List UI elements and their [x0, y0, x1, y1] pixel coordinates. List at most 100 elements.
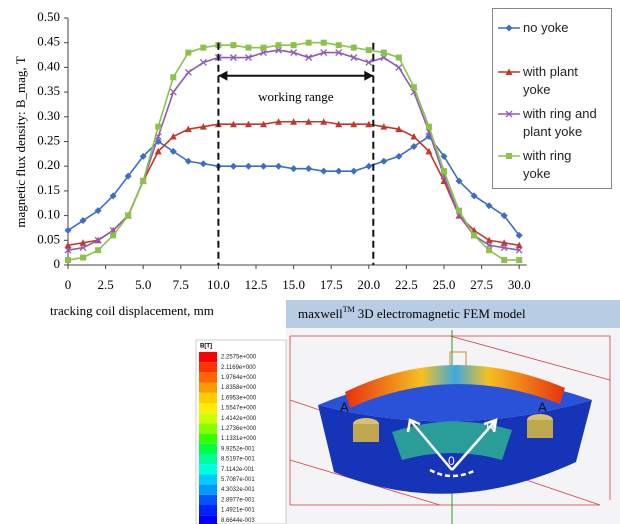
data-point [110, 232, 116, 238]
scale-swatch [199, 454, 217, 464]
data-point [516, 257, 522, 263]
arrow-head [218, 71, 227, 81]
scale-label: 1.9764e+000 [221, 375, 257, 381]
x-tick-label: 7.5 [173, 277, 189, 292]
model-post [527, 420, 553, 438]
legend-icon [497, 107, 521, 121]
x-tick-label: 2.5 [97, 277, 113, 292]
data-point [230, 163, 237, 170]
x-tick-label: 5.0 [135, 277, 151, 292]
data-point [320, 168, 327, 175]
data-point [276, 42, 282, 48]
data-point [170, 133, 177, 140]
y-tick-label: 0.20 [37, 157, 60, 172]
scale-swatch [199, 444, 217, 454]
x-tick-label: 12.5 [245, 277, 268, 292]
series-line [68, 137, 519, 236]
series-line [68, 50, 519, 250]
data-point [366, 47, 372, 53]
x-tick-label: 25.0 [433, 277, 456, 292]
legend-icon [497, 65, 521, 79]
scale-swatch [199, 434, 217, 444]
scale-swatch [199, 352, 217, 362]
page: magnetic flux density: B_mag, T tracking… [0, 0, 620, 524]
scale-swatch [199, 474, 217, 484]
scale-swatch [199, 403, 217, 413]
scale-swatch [199, 515, 217, 524]
scale-label: 4.3032e-001 [221, 487, 255, 493]
data-point [95, 247, 101, 253]
x-tick-label: 20.0 [357, 277, 380, 292]
data-point [321, 40, 327, 46]
data-point [486, 247, 492, 253]
data-point [185, 69, 191, 75]
scale-label: 1.4142e+000 [221, 416, 257, 422]
scale-label: 8.5197e-001 [221, 457, 255, 463]
legend-label: with ring yoke [523, 147, 601, 183]
x-tick-label: 15.0 [282, 277, 305, 292]
data-point [501, 257, 507, 263]
legend-icon [497, 149, 521, 163]
data-point [471, 232, 477, 238]
y-tick-label: 0.50 [37, 9, 60, 24]
scale-label: 2.8977e-001 [221, 497, 255, 503]
data-point [410, 133, 417, 140]
scale-swatch [199, 372, 217, 382]
data-point [200, 45, 206, 51]
data-point [275, 163, 282, 170]
y-tick-label: 0.40 [37, 58, 60, 73]
scale-label: 1.1331e+000 [221, 436, 257, 442]
x-tick-label: 10.0 [207, 277, 230, 292]
y-tick-label: 0.45 [37, 34, 60, 49]
scale-title: B[T] [200, 344, 212, 350]
data-point [381, 50, 387, 56]
model-label: 0 [448, 454, 455, 468]
data-point [125, 213, 131, 219]
legend-label: with plant yoke [523, 63, 601, 99]
y-tick-label: 0.15 [37, 182, 60, 197]
model-label: A [340, 399, 349, 414]
data-point [350, 168, 357, 175]
data-point [456, 208, 462, 214]
scale-swatch [199, 423, 217, 433]
scale-label: 9.9252e-001 [221, 446, 255, 452]
data-point [351, 45, 357, 51]
arrow-head [364, 71, 373, 81]
data-point [380, 158, 387, 165]
y-tick-label: 0.10 [37, 207, 60, 222]
data-point [441, 168, 447, 174]
model-post [353, 424, 379, 442]
scale-label: 7.1142e-001 [221, 467, 255, 473]
legend-label: no yoke [523, 19, 601, 37]
data-point [245, 45, 251, 51]
scale-label: 1.4921e-001 [221, 508, 255, 514]
series-line [68, 122, 519, 246]
data-point [170, 74, 176, 80]
model-label: R [486, 419, 495, 434]
data-point [65, 257, 71, 263]
data-point [261, 45, 267, 51]
scale-label: 1.2736e+000 [221, 426, 257, 432]
scale-label: 2.1169e+000 [221, 365, 256, 371]
model-label: A [538, 399, 547, 414]
data-point [80, 255, 86, 261]
y-tick-label: 0.35 [37, 83, 60, 98]
scale-swatch [199, 464, 217, 474]
scale-swatch [199, 393, 217, 403]
scale-label: 1.6953e+000 [221, 395, 257, 401]
data-point [305, 165, 312, 172]
data-point [200, 160, 207, 167]
legend-icon [497, 21, 521, 35]
data-point [230, 42, 236, 48]
x-tick-label: 22.5 [395, 277, 418, 292]
x-tick-label: 30.0 [508, 277, 531, 292]
data-point [396, 64, 402, 70]
data-point [185, 50, 191, 56]
scale-swatch [199, 485, 217, 495]
x-axis-label: tracking coil displacement, mm [50, 303, 214, 318]
data-point [426, 124, 432, 130]
legend-marker [506, 25, 513, 32]
scale-label: 8.6644e-003 [221, 518, 255, 524]
data-point [260, 163, 267, 170]
